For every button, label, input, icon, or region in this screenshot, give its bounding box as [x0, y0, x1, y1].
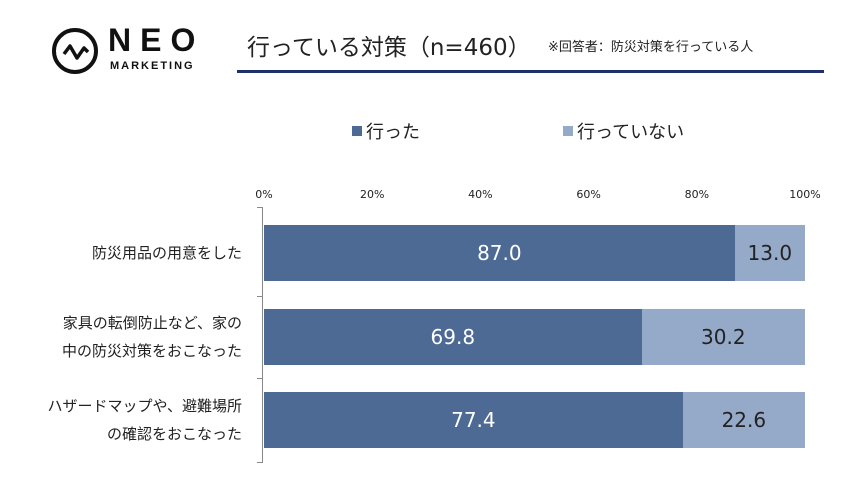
y-axis-tick	[257, 296, 263, 297]
y-axis-tick	[257, 462, 263, 463]
y-axis-tick	[257, 207, 263, 208]
legend-label: 行った	[366, 122, 420, 143]
legend-swatch	[352, 126, 362, 136]
x-tick-label: 100%	[789, 188, 821, 201]
x-tick-label: 60%	[576, 188, 601, 201]
x-tick-label: 80%	[684, 188, 710, 201]
data-label: 77.4	[451, 408, 496, 432]
legend-item: 行った	[352, 118, 420, 144]
legend-label: 行っていない	[577, 122, 685, 143]
x-tick-label: 0%	[255, 188, 273, 201]
category-label: 防災用品の用意をした	[91, 244, 242, 262]
logo-icon	[52, 28, 98, 74]
data-label: 87.0	[477, 241, 522, 265]
legend-item: 行っていない	[563, 118, 684, 144]
bar-not-done: 13.0	[734, 225, 805, 281]
y-axis-tick	[257, 378, 263, 379]
bar-done: 77.4	[264, 392, 683, 448]
title-divider	[237, 70, 824, 73]
category-label: 家具の転倒防止など、家の 中の防災対策をおこなった	[61, 314, 242, 360]
y-axis-line	[262, 207, 263, 463]
logo-text: NEO	[108, 22, 205, 58]
bar-done: 87.0	[264, 225, 735, 281]
bar-done: 69.8	[264, 309, 642, 365]
page-title: 行っている対策（n=460）	[247, 35, 531, 61]
x-tick-label: 20%	[359, 188, 385, 201]
logo-subtext: MARKETING	[110, 60, 195, 72]
data-label: 30.2	[701, 325, 746, 349]
x-tick-label: 40%	[468, 188, 493, 201]
legend-swatch	[563, 126, 573, 136]
bar-not-done: 22.6	[682, 392, 805, 448]
category-label: ハザードマップや、避難場所 の確認をおこなった	[47, 397, 242, 443]
bar-not-done: 30.2	[641, 309, 805, 365]
data-label: 69.8	[430, 325, 476, 349]
page-subtitle: ※回答者：防災対策を行っている人	[548, 40, 754, 55]
data-label: 22.6	[721, 408, 767, 432]
data-label: 13.0	[747, 241, 793, 265]
